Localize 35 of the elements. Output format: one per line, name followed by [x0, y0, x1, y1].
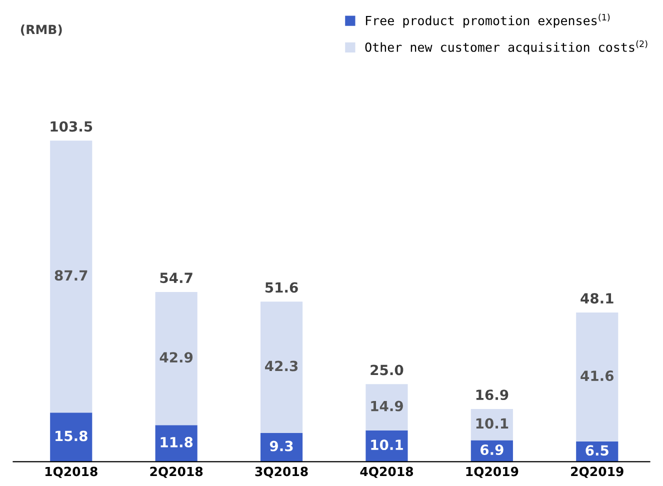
data-label: 42.9: [160, 352, 193, 363]
total-label: 25.0: [370, 364, 404, 376]
x-tick-label: 2Q2018: [150, 466, 203, 478]
data-label: 10.1: [476, 418, 508, 429]
bar: [50, 412, 92, 462]
data-label: 9.3: [270, 440, 293, 452]
data-label: 11.8: [160, 436, 193, 448]
total-label: 16.9: [476, 390, 508, 400]
data-label: 14.9: [371, 400, 403, 412]
data-label: 42.3: [265, 360, 298, 372]
x-tick-label: 4Q2018: [360, 466, 414, 478]
data-label: 10.1: [371, 440, 403, 450]
bar: [155, 425, 198, 462]
x-tick-label: 1Q2018: [45, 466, 98, 478]
total-label: 54.7: [160, 272, 192, 284]
bar: [155, 292, 198, 426]
data-label: 6.9: [480, 444, 504, 456]
legend-label: Free product promotion expenses$^{(1)}$: [366, 14, 610, 28]
bar: [470, 408, 513, 440]
data-label: 6.5: [586, 445, 608, 456]
x-tick-label: 2Q2019: [571, 466, 624, 478]
total-label: 48.1: [580, 293, 614, 304]
legend-label: Other new customer acquisition costs$^{(2)}$: [365, 40, 648, 54]
total-label: 51.6: [265, 282, 298, 293]
bar: [366, 384, 408, 430]
x-tick-label: 1Q2019: [466, 466, 518, 478]
bar: [260, 302, 303, 433]
bar: [576, 312, 618, 442]
text: (RMB): [20, 24, 62, 36]
data-label: 41.6: [580, 370, 614, 382]
data-label: 87.7: [54, 270, 88, 281]
data-label: 15.8: [56, 430, 88, 442]
bar: [50, 140, 92, 413]
total-label: 103.5: [50, 121, 92, 132]
x-tick-label: 3Q2018: [255, 466, 308, 478]
